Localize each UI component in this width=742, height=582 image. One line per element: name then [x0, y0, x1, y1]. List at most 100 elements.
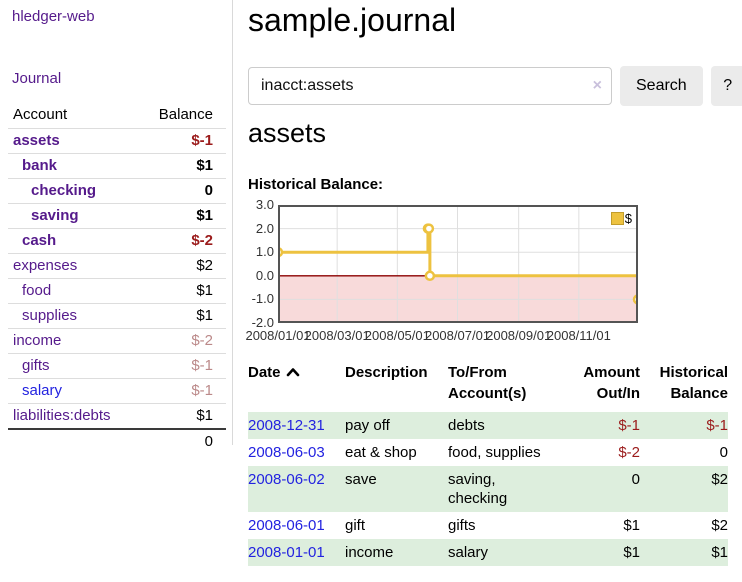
account-name-cell: income	[8, 329, 136, 354]
account-link-checking[interactable]: checking	[31, 182, 97, 199]
y-axis-label: 3.0	[255, 197, 274, 212]
main-content: sample.journal × Search ? assets Histori…	[245, 0, 742, 582]
chart-section-label: Historical Balance:	[248, 176, 384, 193]
account-name-cell: supplies	[8, 304, 136, 329]
transaction-date-link[interactable]: 2008-06-02	[248, 471, 325, 488]
description-cell: gift	[345, 517, 366, 534]
account-row: income $-2	[8, 328, 226, 354]
transaction-date-link[interactable]: 2008-06-01	[248, 517, 325, 534]
balance-cell: $1	[711, 544, 728, 561]
accounts-header-row: Account Balance	[8, 102, 226, 129]
account-name-cell: cash	[8, 229, 136, 254]
account-link-assets[interactable]: assets	[13, 132, 60, 149]
data-point-marker	[424, 270, 436, 282]
account-balance: $1	[196, 307, 213, 324]
legend-label: $	[624, 211, 632, 226]
account-balance: $1	[196, 157, 213, 174]
page-title: sample.journal	[248, 2, 457, 38]
account-row: saving $1	[8, 203, 226, 229]
column-header-balance: Historical Balance	[659, 364, 728, 402]
balance-cell: $2	[711, 517, 728, 534]
register-row: 2008-06-02 save saving, checking 0 $2	[248, 466, 728, 512]
transaction-date-link[interactable]: 2008-01-01	[248, 544, 325, 561]
date-cell: 2008-06-01	[248, 512, 345, 539]
chart-plot-area[interactable]: $	[272, 205, 644, 323]
register-row: 2008-06-03 eat & shop food, supplies $-2 0	[248, 439, 728, 466]
account-balance: $2	[196, 257, 213, 274]
register-row: 2008-06-01 gift gifts $1 $2	[248, 512, 728, 539]
account-link-income[interactable]: income	[13, 332, 62, 349]
plot-border	[278, 205, 638, 323]
column-header-date[interactable]: Date	[248, 362, 345, 412]
amount-cell: $1	[623, 544, 640, 561]
x-axis-label: 2008/11/01	[546, 328, 611, 343]
search-button[interactable]: Search	[620, 66, 703, 106]
transaction-date-link[interactable]: 2008-12-31	[248, 417, 325, 434]
sort-ascending-icon	[286, 362, 300, 383]
transaction-date-link[interactable]: 2008-06-03	[248, 444, 325, 461]
account-name-cell: food	[8, 279, 136, 304]
account-row: assets $-1	[8, 128, 226, 154]
account-name-cell: checking	[8, 179, 136, 204]
account-balance: $1	[196, 282, 213, 299]
amount-cell: $-1	[618, 417, 640, 434]
historical-balance-chart: $ 3.0 2.0 1.0 0.0 -1.0 -2.0 2008/01/01 2008/03/…	[245, 197, 688, 347]
chart-canvas	[272, 205, 644, 323]
amount-cell: $1	[623, 517, 640, 534]
legend-swatch-icon	[610, 212, 624, 225]
y-axis-label: 1.0	[255, 244, 274, 260]
account-balance: 0	[204, 182, 213, 199]
account-link-expenses[interactable]: expenses	[13, 257, 78, 274]
accounts-total-row: 0	[8, 429, 226, 454]
register-row: 2008-01-01 income salary $1 $1	[248, 539, 728, 566]
accounts-header-account: Account	[13, 106, 68, 123]
account-name-cell: assets	[8, 129, 136, 154]
column-header-date-label: Date	[248, 364, 281, 381]
account-row: food $1	[8, 278, 226, 304]
accounts-cell: debts	[448, 417, 485, 434]
accounts-cell: food, supplies	[448, 444, 541, 461]
account-link-bank[interactable]: bank	[22, 157, 58, 174]
accounts-total-spacer	[8, 429, 136, 454]
account-name-cell: saving	[8, 204, 136, 229]
account-balance: $-1	[191, 132, 213, 149]
account-link-saving[interactable]: saving	[31, 207, 79, 224]
data-point-marker	[423, 223, 435, 234]
search-form: × Search ?	[248, 66, 742, 106]
y-axis-label: 2.0	[255, 220, 274, 236]
description-cell: income	[345, 544, 394, 561]
search-input[interactable]	[248, 67, 612, 105]
column-header-description: Description	[345, 364, 428, 381]
account-row: bank $1	[8, 153, 226, 179]
account-link-liabilities-debts[interactable]: liabilities:debts	[13, 407, 111, 424]
nav-journal-link[interactable]: Journal	[12, 70, 62, 87]
account-link-cash[interactable]: cash	[22, 232, 57, 249]
x-axis-label: 2008/07/01	[424, 328, 491, 343]
accounts-cell: salary	[448, 544, 489, 561]
date-cell: 2008-06-02	[248, 466, 345, 512]
search-box: ×	[248, 67, 612, 105]
accounts-header-balance: Balance	[158, 106, 213, 123]
register-header-row: Date Description To/From Account(s) Amou…	[248, 362, 728, 412]
date-cell: 2008-12-31	[248, 412, 345, 439]
help-button[interactable]: ?	[710, 66, 742, 106]
account-row: gifts $-1	[8, 353, 226, 379]
account-link-food[interactable]: food	[22, 282, 52, 299]
x-axis-label: 2008/05/01	[364, 328, 430, 343]
accounts-table: Account Balance assets $-1 bank $1 checking 0…	[8, 102, 226, 454]
description-cell: save	[345, 471, 377, 488]
amount-cell: $-2	[618, 444, 640, 461]
account-link-supplies[interactable]: supplies	[22, 307, 78, 324]
accounts-total-balance: 0	[204, 433, 213, 450]
date-cell: 2008-01-01	[248, 539, 345, 566]
account-row: expenses $2	[8, 253, 226, 279]
brand-link[interactable]: hledger-web	[12, 8, 95, 25]
column-header-accounts: To/From Account(s)	[448, 364, 527, 402]
account-link-salary[interactable]: salary	[22, 382, 63, 399]
account-name-cell: liabilities:debts	[8, 404, 136, 430]
account-link-gifts[interactable]: gifts	[22, 357, 50, 374]
y-axis-label: -2.0	[251, 315, 274, 330]
account-name-cell: bank	[8, 154, 136, 179]
x-axis-label: 2008/09/01	[486, 328, 552, 343]
clear-search-icon[interactable]: ×	[592, 77, 602, 94]
